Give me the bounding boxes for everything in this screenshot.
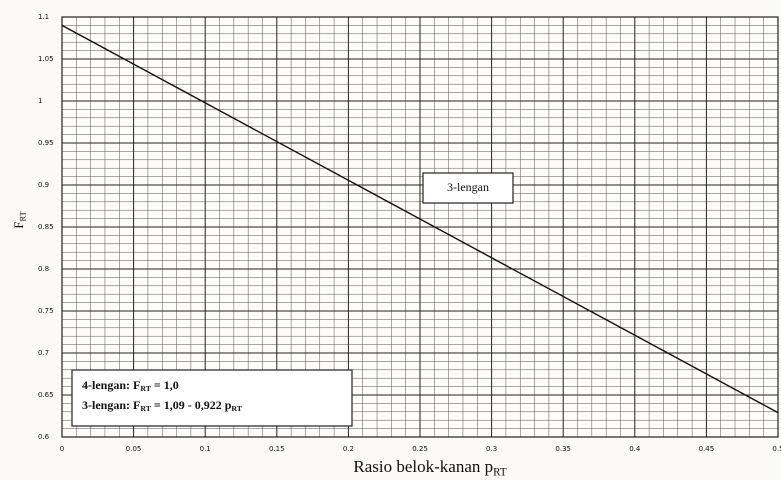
y-tick-label: 1.05 xyxy=(38,55,54,63)
x-tick-label: 0.1 xyxy=(200,445,211,453)
subscript: RT xyxy=(231,404,242,413)
annotation-box xyxy=(71,369,353,427)
subscript: RT xyxy=(493,466,507,478)
y-tick-label: 0.75 xyxy=(38,307,54,315)
subscript: RT xyxy=(17,210,27,221)
y-tick-label: 0.85 xyxy=(38,223,54,231)
text-part: 3-lengan xyxy=(447,180,489,194)
y-tick-label: 0.6 xyxy=(38,433,50,441)
annotation-text: 3-lengan xyxy=(447,180,489,194)
x-tick-label: 0.45 xyxy=(699,445,715,453)
y-tick-label: 1 xyxy=(38,97,42,105)
annotation-box xyxy=(422,172,514,204)
data-line xyxy=(61,24,779,414)
text-part: F xyxy=(11,222,26,229)
annotation-text: 3-lengan: FRT = 1,09 - 0,922 pRT xyxy=(82,398,243,413)
text-part: Rasio belok-kanan p xyxy=(353,457,493,476)
x-tick-label: 0.3 xyxy=(486,445,497,453)
text-part: = 1,0 xyxy=(151,378,179,392)
y-tick-label: 0.7 xyxy=(38,349,49,357)
y-tick-label: 0.8 xyxy=(38,265,49,273)
subscript: RT xyxy=(140,384,151,393)
x-tick-label: 0.4 xyxy=(629,445,641,453)
y-tick-label: 0.95 xyxy=(38,139,54,147)
x-tick-label: 0.2 xyxy=(343,445,354,453)
x-tick-label: 0.5 xyxy=(772,445,781,453)
x-axis-label: Rasio belok-kanan pRT xyxy=(353,457,506,478)
text-part: = 1,09 - 0,922 p xyxy=(151,398,232,412)
subscript: RT xyxy=(140,404,151,413)
x-tick-label: 0 xyxy=(60,445,64,453)
x-tick-label: 0.15 xyxy=(269,445,285,453)
text-part: 3-lengan: F xyxy=(82,398,140,412)
text-part: 4-lengan: F xyxy=(82,378,140,392)
y-tick-label: 0.65 xyxy=(38,391,54,399)
y-axis-label: FRT xyxy=(11,210,27,228)
y-tick-label: 1.1 xyxy=(38,13,49,21)
x-tick-label: 0.25 xyxy=(412,445,428,453)
y-tick-label: 0.9 xyxy=(38,181,49,189)
x-tick-label: 0.05 xyxy=(126,445,142,453)
x-tick-label: 0.35 xyxy=(555,445,571,453)
annotation-text: 4-lengan: FRT = 1,0 xyxy=(82,378,179,393)
